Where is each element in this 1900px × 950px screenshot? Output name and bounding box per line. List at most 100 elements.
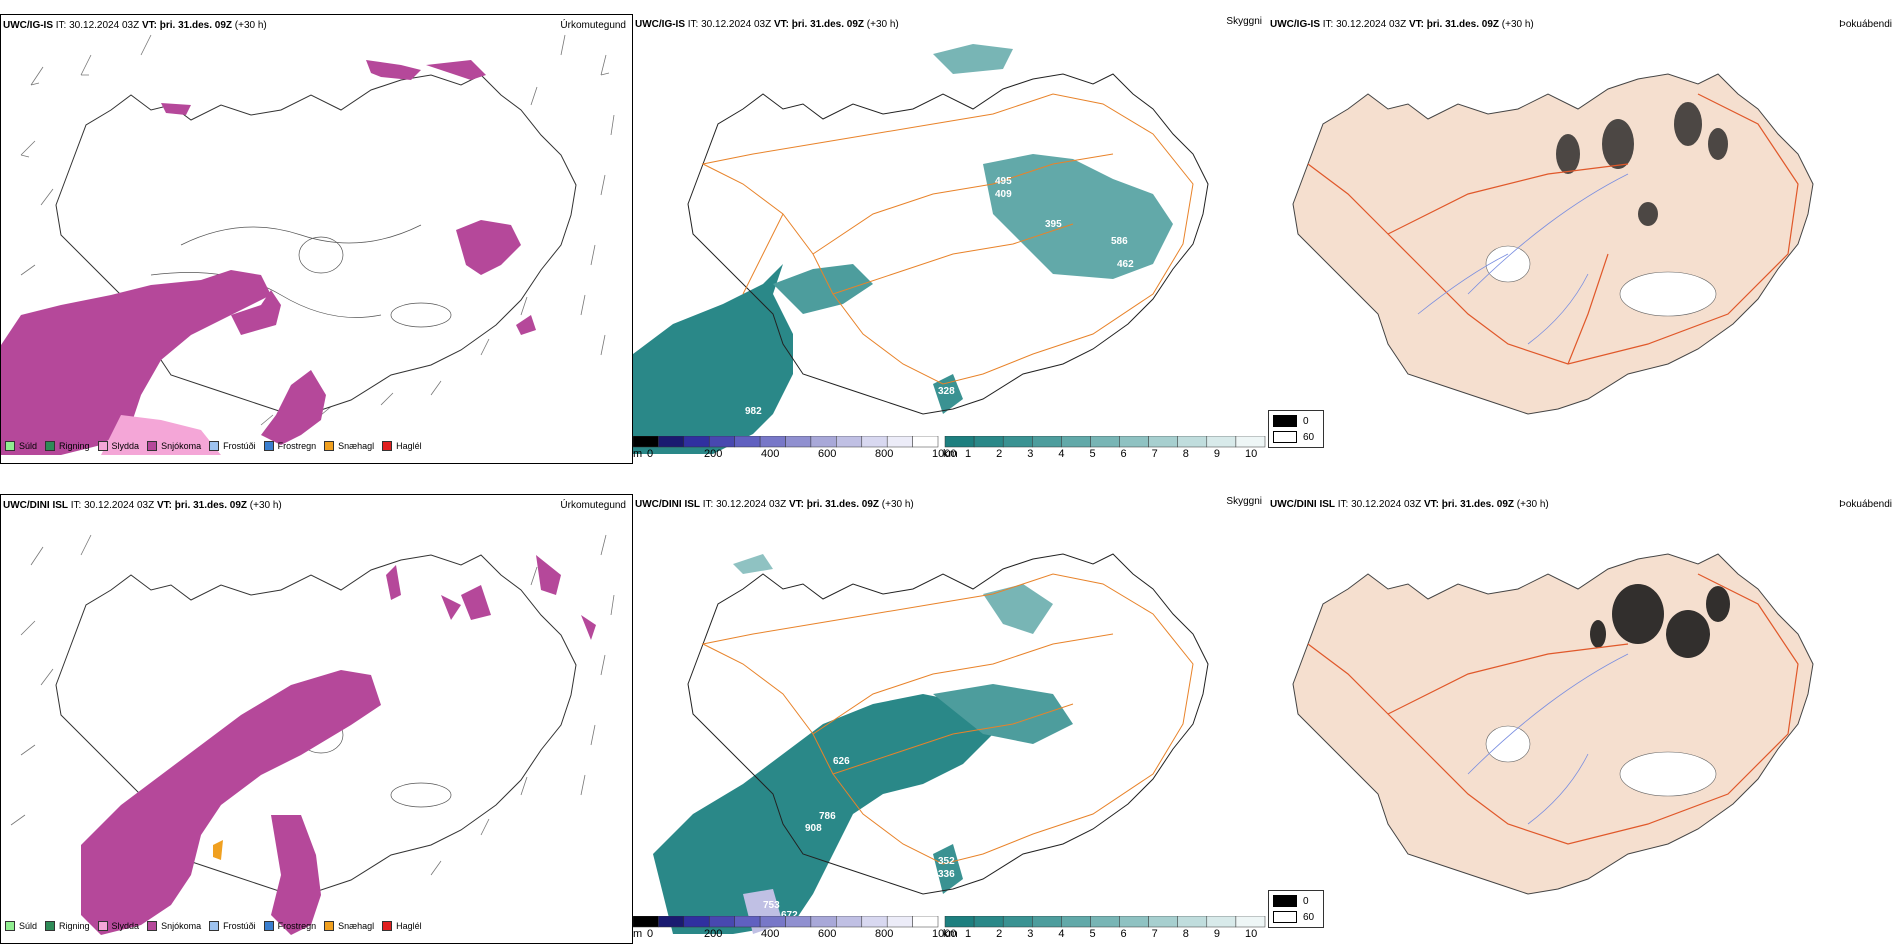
fog-map-top — [1292, 73, 1814, 415]
road-network — [701, 93, 1194, 385]
vis-colorbar-swatch — [1061, 435, 1091, 448]
vis-tick-label: 10 — [1245, 928, 1258, 940]
ceiling-label: 786 — [819, 811, 836, 822]
legend-item: Snæhagl — [324, 441, 374, 451]
fog-legend-row: 60 — [1273, 431, 1319, 443]
road-network — [701, 573, 1194, 865]
legend-item: Frostregn — [263, 921, 316, 931]
vis-colorbar-swatch — [1206, 915, 1237, 928]
ceiling-label: 462 — [1117, 259, 1134, 270]
ceiling-colorbar-swatch — [912, 915, 939, 928]
ceiling-colorbar-swatch — [810, 915, 837, 928]
ceiling-label: 626 — [833, 756, 850, 767]
vis-tick-label: 1 — [965, 448, 972, 460]
panel-title: UWC/DINI ISL IT: 30.12.2024 03Z VT: þri.… — [3, 500, 282, 511]
legend-swatch — [45, 441, 56, 451]
ceiling-colorbar-labels: m 0 200 400 600 800 1000 — [633, 928, 957, 944]
ceiling-colorbar-swatch — [734, 435, 761, 448]
legend-swatch — [147, 921, 158, 931]
rivers — [1467, 653, 1629, 825]
panel-variable-label: Þokuábendi — [1839, 19, 1892, 30]
colorbar-swatches — [633, 435, 1266, 448]
legend-item: Haglél — [382, 921, 422, 931]
ceiling-labels: 495 409 395 586 462 125 328 982 155 225 — [745, 126, 1134, 417]
precip-legend-bottom: Súld Rigning Slydda Snjókoma Frostúði Fr… — [5, 921, 422, 931]
ceiling-tick-label: 200 — [704, 448, 723, 460]
iceland-fill — [1292, 553, 1814, 895]
vis-tick-label: 9 — [1213, 448, 1220, 460]
visibility-map-top: 495 409 395 586 462 125 328 982 155 225 — [633, 44, 1209, 454]
low-visibility-area — [633, 264, 793, 454]
vis-colorbar-swatch — [973, 435, 1004, 448]
panel-title: UWC/DINI ISL IT: 30.12.2024 03Z VT: þri.… — [635, 499, 914, 510]
legend-swatch — [97, 921, 108, 931]
panel-variable-label: Þokuábendi — [1839, 499, 1892, 510]
legend-item: Frostúði — [209, 441, 256, 451]
visibility-panel-top: 495 409 395 586 462 125 328 982 155 225 … — [633, 14, 1268, 464]
terrain-contours — [150, 224, 452, 328]
legend-swatch — [324, 441, 335, 451]
legend-item: Frostúði — [209, 921, 256, 931]
vis-unit: km — [943, 928, 958, 940]
vis-tick-label: 2 — [996, 928, 1003, 940]
vis-colorbar-swatch — [1061, 915, 1091, 928]
ceiling-tick-label: 800 — [875, 448, 894, 460]
vis-tick-label: 3 — [1027, 448, 1034, 460]
fog-high-areas — [1556, 102, 1728, 226]
vis-colorbar-swatch — [1119, 435, 1149, 448]
ceiling-colorbar-swatch — [709, 435, 735, 448]
ceiling-colorbar-swatch — [861, 915, 888, 928]
vis-tick-label: 8 — [1182, 448, 1189, 460]
glaciers — [1485, 245, 1717, 317]
legend-item: Rigning — [45, 921, 90, 931]
vis-unit: km — [943, 448, 958, 460]
low-visibility-area — [983, 584, 1053, 634]
iceland-fill — [1292, 73, 1814, 415]
legend-swatch — [5, 921, 15, 931]
ceiling-tick-label: 1000 — [932, 448, 957, 460]
visibility-map-bottom: 626 786 908 352 336 753 672 311 561 — [653, 553, 1209, 934]
vis-tick-label: 7 — [1151, 448, 1158, 460]
sleet-area — [101, 415, 221, 455]
ceiling-tick-label: 1000 — [932, 928, 957, 940]
legend-item: Frostregn — [263, 441, 316, 451]
vis-tick-label: 1 — [965, 928, 972, 940]
ceiling-colorbar-swatch — [785, 915, 812, 928]
legend-swatch — [209, 921, 220, 931]
fog-low-swatch — [1273, 431, 1297, 443]
ceiling-label: 495 — [995, 176, 1012, 187]
ceiling-label: 352 — [938, 856, 955, 867]
panel-variable-label: Skyggni — [1226, 16, 1262, 27]
glaciers — [1485, 725, 1717, 797]
ceiling-label: 328 — [938, 386, 955, 397]
legend-swatch — [147, 441, 158, 451]
vis-colorbar-swatch — [1177, 435, 1208, 448]
ceiling-tick-label: 0 — [647, 928, 654, 940]
ceiling-colorbar-labels: m 0 200 400 600 800 1000 — [633, 448, 957, 464]
ceiling-unit: m — [633, 928, 643, 940]
vis-tick-label: 10 — [1245, 448, 1258, 460]
precip-type-map-bottom — [10, 534, 615, 935]
ceiling-label: 409 — [995, 189, 1012, 200]
snow-areas — [1, 60, 536, 455]
vis-colorbar-swatch — [1032, 915, 1062, 928]
low-visibility-area — [933, 374, 963, 414]
ceiling-tick-label: 400 — [761, 448, 780, 460]
legend-swatch — [324, 921, 335, 931]
vis-colorbar-swatch — [1235, 435, 1266, 448]
vis-tick-label: 6 — [1120, 928, 1127, 940]
low-visibility-area — [733, 554, 773, 574]
ceiling-colorbar-swatch — [633, 915, 659, 928]
colorbar-swatches — [633, 915, 1266, 928]
legend-swatch — [97, 441, 108, 451]
ceiling-colorbar-swatch — [683, 915, 710, 928]
iceland-outline — [687, 73, 1209, 415]
vis-colorbar-swatch — [944, 915, 975, 928]
ceiling-tick-label: 600 — [818, 448, 837, 460]
ceiling-label: 672 — [781, 910, 798, 921]
low-visibility-area — [933, 844, 963, 894]
fog-panel-top: UWC/IG-IS IT: 30.12.2024 03Z VT: þri. 31… — [1268, 14, 1900, 464]
legend-item: Slydda — [97, 441, 139, 451]
fog-legend-row: 0 — [1273, 895, 1319, 907]
low-visibility-area — [653, 694, 993, 934]
